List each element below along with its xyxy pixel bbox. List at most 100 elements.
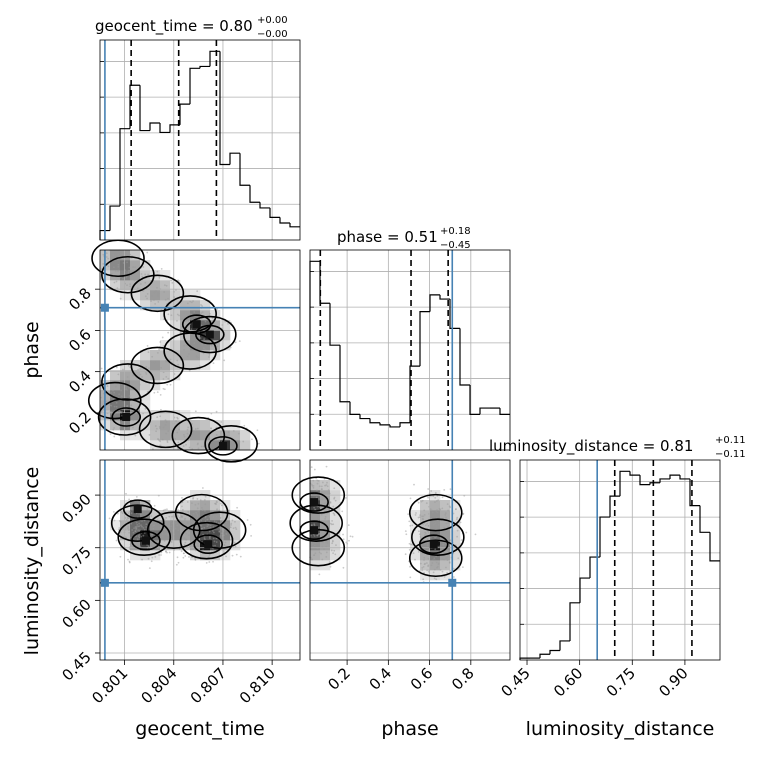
- scatter-point-geocent_time-luminosity_distance: [178, 523, 181, 526]
- contour-inner-phase-luminosity_distance-2: [418, 534, 449, 555]
- scatter-point-phase-luminosity_distance: [423, 571, 425, 574]
- scatter-point-phase-luminosity_distance: [315, 477, 318, 480]
- scatter-point-geocent_time-luminosity_distance: [190, 539, 192, 542]
- title-phase-plus: +0.18: [440, 226, 471, 237]
- scatter-point-geocent_time-phase: [159, 440, 162, 443]
- hist-bin-luminosity_distance-9: [609, 495, 620, 518]
- scatter-point-phase-luminosity_distance: [437, 523, 440, 526]
- scatter-point-geocent_time-phase: [150, 360, 153, 363]
- density-cell-geocent_time-phase: [210, 430, 221, 441]
- scatter-point-phase-luminosity_distance: [446, 556, 449, 559]
- scatter-point-geocent_time-luminosity_distance: [200, 524, 203, 527]
- scatter-point-geocent_time-luminosity_distance: [187, 534, 190, 536]
- density-cell-geocent_time-phase: [180, 330, 191, 341]
- scatter-point-geocent_time-luminosity_distance: [196, 527, 199, 530]
- density-cell-geocent_time-phase: [200, 340, 211, 351]
- title-luminosity-distance-plus: +0.11: [715, 435, 746, 446]
- scatter-point-geocent_time-phase: [162, 378, 165, 380]
- scatter-point-geocent_time-luminosity_distance: [135, 528, 138, 531]
- hist-bin-luminosity_distance-17: [689, 478, 700, 507]
- scatter-point-geocent_time-luminosity_distance: [132, 531, 135, 534]
- scatter-point-geocent_time-luminosity_distance: [128, 498, 131, 501]
- scatter-point-geocent_time-luminosity_distance: [201, 540, 203, 543]
- scatter-point-phase-luminosity_distance: [348, 539, 350, 542]
- scatter-point-geocent_time-phase: [113, 435, 116, 438]
- scatter-point-geocent_time-phase: [194, 428, 197, 430]
- scatter-point-geocent_time-phase: [113, 281, 116, 284]
- scatter-point-phase-luminosity_distance: [444, 542, 447, 545]
- density-cell-geocent_time-phase: [190, 340, 201, 351]
- scatter-point-geocent_time-luminosity_distance: [153, 524, 156, 527]
- scatter-point-geocent_time-luminosity_distance: [138, 536, 141, 539]
- density-cell-geocent_time-luminosity_distance: [150, 510, 161, 521]
- scatter-point-geocent_time-phase: [215, 410, 218, 413]
- density-cell-geocent_time-phase: [210, 310, 221, 321]
- scatter-point-geocent_time-phase: [204, 348, 207, 351]
- scatter-point-geocent_time-luminosity_distance: [139, 513, 142, 516]
- scatter-point-geocent_time-luminosity_distance: [231, 554, 234, 557]
- scatter-point-phase-luminosity_distance: [423, 563, 426, 566]
- ylabel-luminosity-distance: luminosity_distance: [21, 467, 43, 656]
- scatter-point-geocent_time-luminosity_distance: [212, 545, 215, 548]
- density-cell-geocent_time-luminosity_distance: [230, 530, 241, 541]
- hist-bin-geocent_time-13: [229, 152, 240, 165]
- density-cell-geocent_time-luminosity_distance: [140, 540, 151, 551]
- scatter-point-geocent_time-phase: [164, 298, 167, 301]
- scatter-point-geocent_time-luminosity_distance: [161, 533, 164, 536]
- density-cell-geocent_time-phase: [150, 430, 161, 441]
- scatter-point-geocent_time-phase: [145, 373, 148, 375]
- scatter-point-geocent_time-luminosity_distance: [119, 555, 122, 558]
- contour-outer-geocent_time-phase-11: [171, 416, 226, 455]
- scatter-point-phase-luminosity_distance: [427, 541, 430, 544]
- scatter-point-geocent_time-luminosity_distance: [184, 555, 187, 557]
- density-cell-geocent_time-phase: [140, 280, 151, 291]
- scatter-point-geocent_time-phase: [141, 275, 144, 278]
- density-cell-geocent_time-phase: [190, 430, 201, 441]
- scatter-point-geocent_time-luminosity_distance: [194, 559, 197, 561]
- hist-bin-luminosity_distance-16: [679, 475, 690, 480]
- scatter-point-phase-luminosity_distance: [325, 551, 328, 554]
- scatter-point-geocent_time-luminosity_distance: [200, 519, 203, 522]
- xtick-label-luminosity_distance-3: 0.90: [655, 664, 691, 700]
- density-cell-geocent_time-phase: [160, 290, 171, 301]
- scatter-point-phase-luminosity_distance: [330, 549, 333, 552]
- scatter-point-geocent_time-phase: [236, 440, 239, 442]
- scatter-point-geocent_time-luminosity_distance: [136, 523, 139, 526]
- scatter-point-phase-luminosity_distance: [311, 518, 314, 521]
- scatter-point-geocent_time-phase: [160, 267, 163, 270]
- density-cell-geocent_time-phase: [200, 420, 211, 431]
- scatter-point-phase-luminosity_distance: [437, 562, 440, 565]
- scatter-point-phase-luminosity_distance: [421, 552, 424, 555]
- density-cell-geocent_time-phase: [170, 300, 181, 311]
- xtick-label-phase-3: 0.8: [448, 664, 478, 694]
- scatter-point-geocent_time-luminosity_distance: [166, 551, 168, 554]
- scatter-point-phase-luminosity_distance: [446, 503, 449, 505]
- scatter-point-phase-luminosity_distance: [424, 524, 427, 527]
- density-cell-geocent_time-phase: [150, 350, 161, 361]
- density-cell-geocent_time-luminosity_distance: [130, 550, 141, 561]
- scatter-point-geocent_time-luminosity_distance: [181, 527, 184, 530]
- scatter-point-phase-luminosity_distance: [313, 554, 316, 557]
- scatter-point-geocent_time-phase: [113, 405, 116, 408]
- scatter-point-geocent_time-luminosity_distance: [137, 544, 140, 547]
- density-cell-geocent_time-luminosity_distance: [130, 540, 141, 551]
- scatter-point-geocent_time-luminosity_distance: [225, 555, 227, 558]
- scatter-point-geocent_time-phase: [162, 426, 165, 429]
- scatter-point-geocent_time-luminosity_distance: [194, 549, 197, 552]
- scatter-point-phase-luminosity_distance: [434, 522, 436, 525]
- scatter-point-geocent_time-phase: [139, 283, 142, 285]
- scatter-point-geocent_time-luminosity_distance: [168, 527, 171, 530]
- scatter-point-phase-luminosity_distance: [417, 516, 420, 519]
- scatter-point-geocent_time-phase: [203, 338, 206, 341]
- scatter-point-geocent_time-luminosity_distance: [127, 512, 130, 515]
- scatter-point-geocent_time-luminosity_distance: [220, 504, 223, 507]
- title-luminosity-distance: luminosity_distance = 0.81: [489, 437, 693, 456]
- scatter-point-phase-luminosity_distance: [455, 518, 458, 521]
- scatter-point-geocent_time-phase: [188, 353, 191, 355]
- scatter-point-geocent_time-phase: [158, 276, 161, 279]
- scatter-point-phase-luminosity_distance: [431, 511, 434, 514]
- hist-bin-phase-5: [359, 414, 370, 420]
- scatter-point-phase-luminosity_distance: [448, 562, 451, 564]
- scatter-point-geocent_time-phase: [234, 446, 236, 449]
- scatter-point-geocent_time-luminosity_distance: [150, 533, 153, 536]
